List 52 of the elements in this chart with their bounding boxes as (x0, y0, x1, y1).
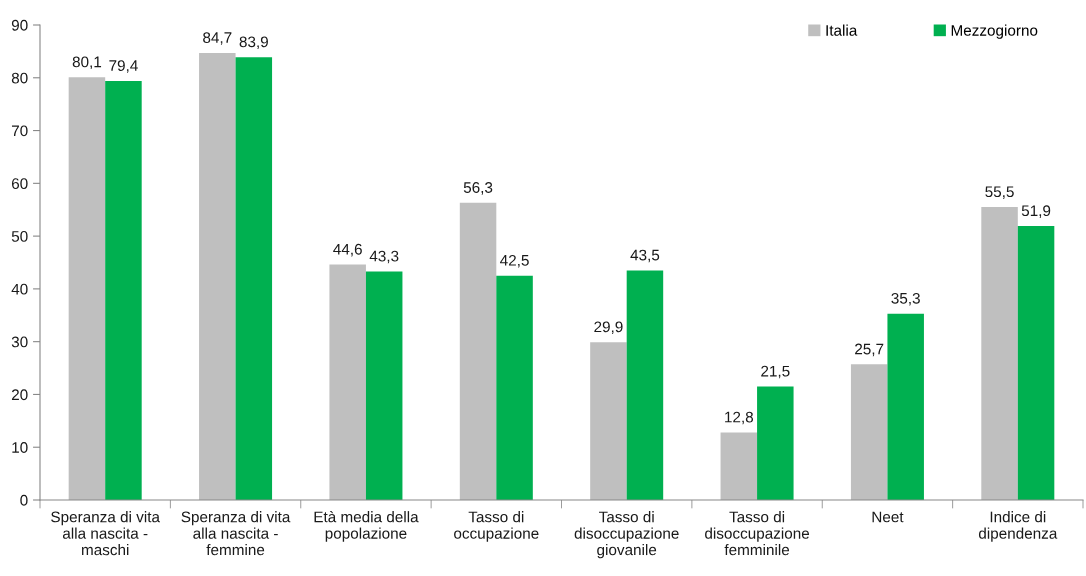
x-tick-label: Tasso di disoccupazione femminile (705, 511, 810, 556)
y-tick-label: 50 (11, 230, 28, 242)
data-label: 56,3 (463, 182, 493, 195)
bar (626, 270, 664, 500)
legend-label: Mezzogiorno (951, 24, 1038, 39)
data-label: 44,6 (333, 243, 362, 257)
bar (887, 313, 924, 500)
data-label: 42,5 (500, 254, 529, 268)
x-tick-label: Indice di dipendenza (978, 511, 1058, 542)
y-tick-label: 80 (11, 72, 28, 84)
data-label: 80,1 (72, 56, 102, 70)
data-label: 25,7 (855, 343, 884, 357)
y-tick-label: 10 (12, 442, 28, 453)
data-label: 83,9 (239, 36, 268, 50)
data-label: 51,9 (1021, 205, 1051, 218)
data-label: 43,5 (630, 249, 660, 263)
bar (68, 77, 106, 500)
y-tick-label: 90 (11, 19, 28, 31)
y-tick-label: 60 (11, 178, 28, 190)
data-label: 29,9 (594, 321, 623, 335)
y-tick-label: 30 (11, 336, 28, 348)
bar (329, 264, 366, 500)
bar (850, 364, 888, 500)
data-label: 12,8 (725, 411, 754, 425)
y-tick-label: 70 (11, 125, 28, 137)
y-tick-label: 40 (11, 283, 28, 295)
bar (720, 432, 758, 500)
bar (459, 202, 497, 500)
legend-label: Italia (826, 24, 858, 36)
x-tick-label: Speranza di vita alla nascita - femmine (181, 511, 291, 556)
bar (981, 207, 1018, 500)
bar (235, 57, 273, 500)
y-tick-label: 20 (11, 389, 28, 401)
x-tick-label: Età media della popolazione (314, 510, 419, 542)
x-tick-label: Tasso di disoccupazione giovanile (574, 511, 679, 559)
x-tick-label: Tasso di occupazione (454, 511, 539, 542)
bar (757, 386, 794, 500)
bar (590, 342, 627, 500)
data-label: 43,3 (369, 250, 399, 264)
bar (105, 80, 142, 500)
data-label: 21,5 (761, 365, 790, 379)
data-label: 84,7 (203, 32, 232, 45)
bar (199, 52, 236, 500)
data-label: 35,3 (891, 292, 920, 306)
y-tick-label: 0 (20, 494, 28, 506)
bar (1017, 226, 1055, 500)
data-label: 79,4 (109, 60, 138, 73)
bar (365, 271, 403, 500)
x-tick-label: Speranza di vita alla nascita - maschi (51, 511, 160, 556)
x-tick-label: Neet (872, 511, 904, 523)
bar (496, 275, 533, 500)
data-label: 55,5 (985, 186, 1014, 199)
